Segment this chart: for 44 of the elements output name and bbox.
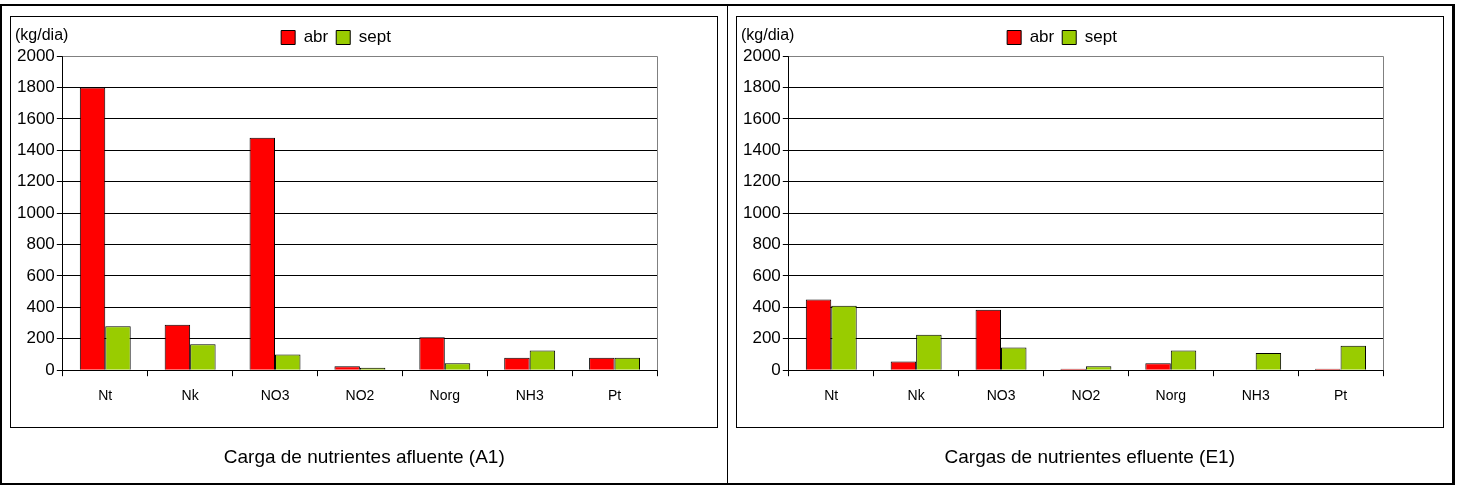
y-tick-label: 400 [751, 297, 781, 317]
y-tick-label: 2000 [742, 45, 781, 65]
x-tick-label: Nk [907, 387, 926, 404]
legend-label: abr [303, 27, 329, 47]
x-tick-label: Nt [98, 387, 113, 404]
y-tick-label: 1600 [16, 108, 55, 128]
x-tick-label: Norg [1155, 387, 1186, 404]
y-tick-label: 600 [26, 265, 55, 285]
y-tick-label: 600 [751, 265, 781, 285]
x-tick-label: NH3 [1241, 387, 1270, 404]
y-axis-title: (kg/dia) [15, 26, 69, 44]
y-axis-title: (kg/dia) [740, 26, 794, 44]
x-tick-label: NO3 [986, 387, 1016, 404]
y-tick-label: 1000 [16, 202, 55, 222]
x-tick-label: NO3 [260, 387, 290, 404]
y-tick-label: 1800 [16, 77, 55, 97]
y-tick-label: 200 [751, 328, 781, 348]
legend-label: sept [1084, 27, 1117, 47]
y-tick-label: 1000 [742, 202, 781, 222]
y-tick-label: 800 [751, 234, 781, 254]
x-tick-label: NO2 [345, 387, 375, 404]
y-tick-label: 800 [26, 234, 55, 254]
legend-label: sept [358, 27, 392, 47]
x-tick-label: NO2 [1071, 387, 1101, 404]
text: Cargas de nutrientes efluente (E1) [943, 446, 1236, 468]
x-tick-label: Norg [429, 387, 460, 404]
x-tick-label: Pt [607, 387, 622, 404]
legend-label: abr [1029, 27, 1055, 47]
y-tick-label: 2000 [16, 45, 55, 65]
x-tick-label: Pt [1333, 387, 1347, 404]
y-tick-label: 0 [770, 359, 781, 379]
y-tick-label: 1600 [742, 108, 781, 128]
y-tick-label: 1400 [742, 139, 781, 159]
y-tick-label: 400 [26, 297, 55, 317]
text: Carga de nutrientes afluente (A1) [222, 446, 506, 468]
y-tick-label: 1400 [16, 139, 55, 159]
x-tick-label: Nt [823, 387, 838, 404]
y-tick-label: 1200 [16, 171, 55, 191]
y-tick-label: 200 [26, 328, 55, 348]
y-tick-label: 0 [45, 359, 55, 379]
y-tick-label: 1800 [742, 77, 781, 97]
x-tick-label: Nk [181, 387, 200, 404]
y-tick-label: 1200 [742, 171, 781, 191]
x-tick-label: NH3 [515, 387, 544, 404]
